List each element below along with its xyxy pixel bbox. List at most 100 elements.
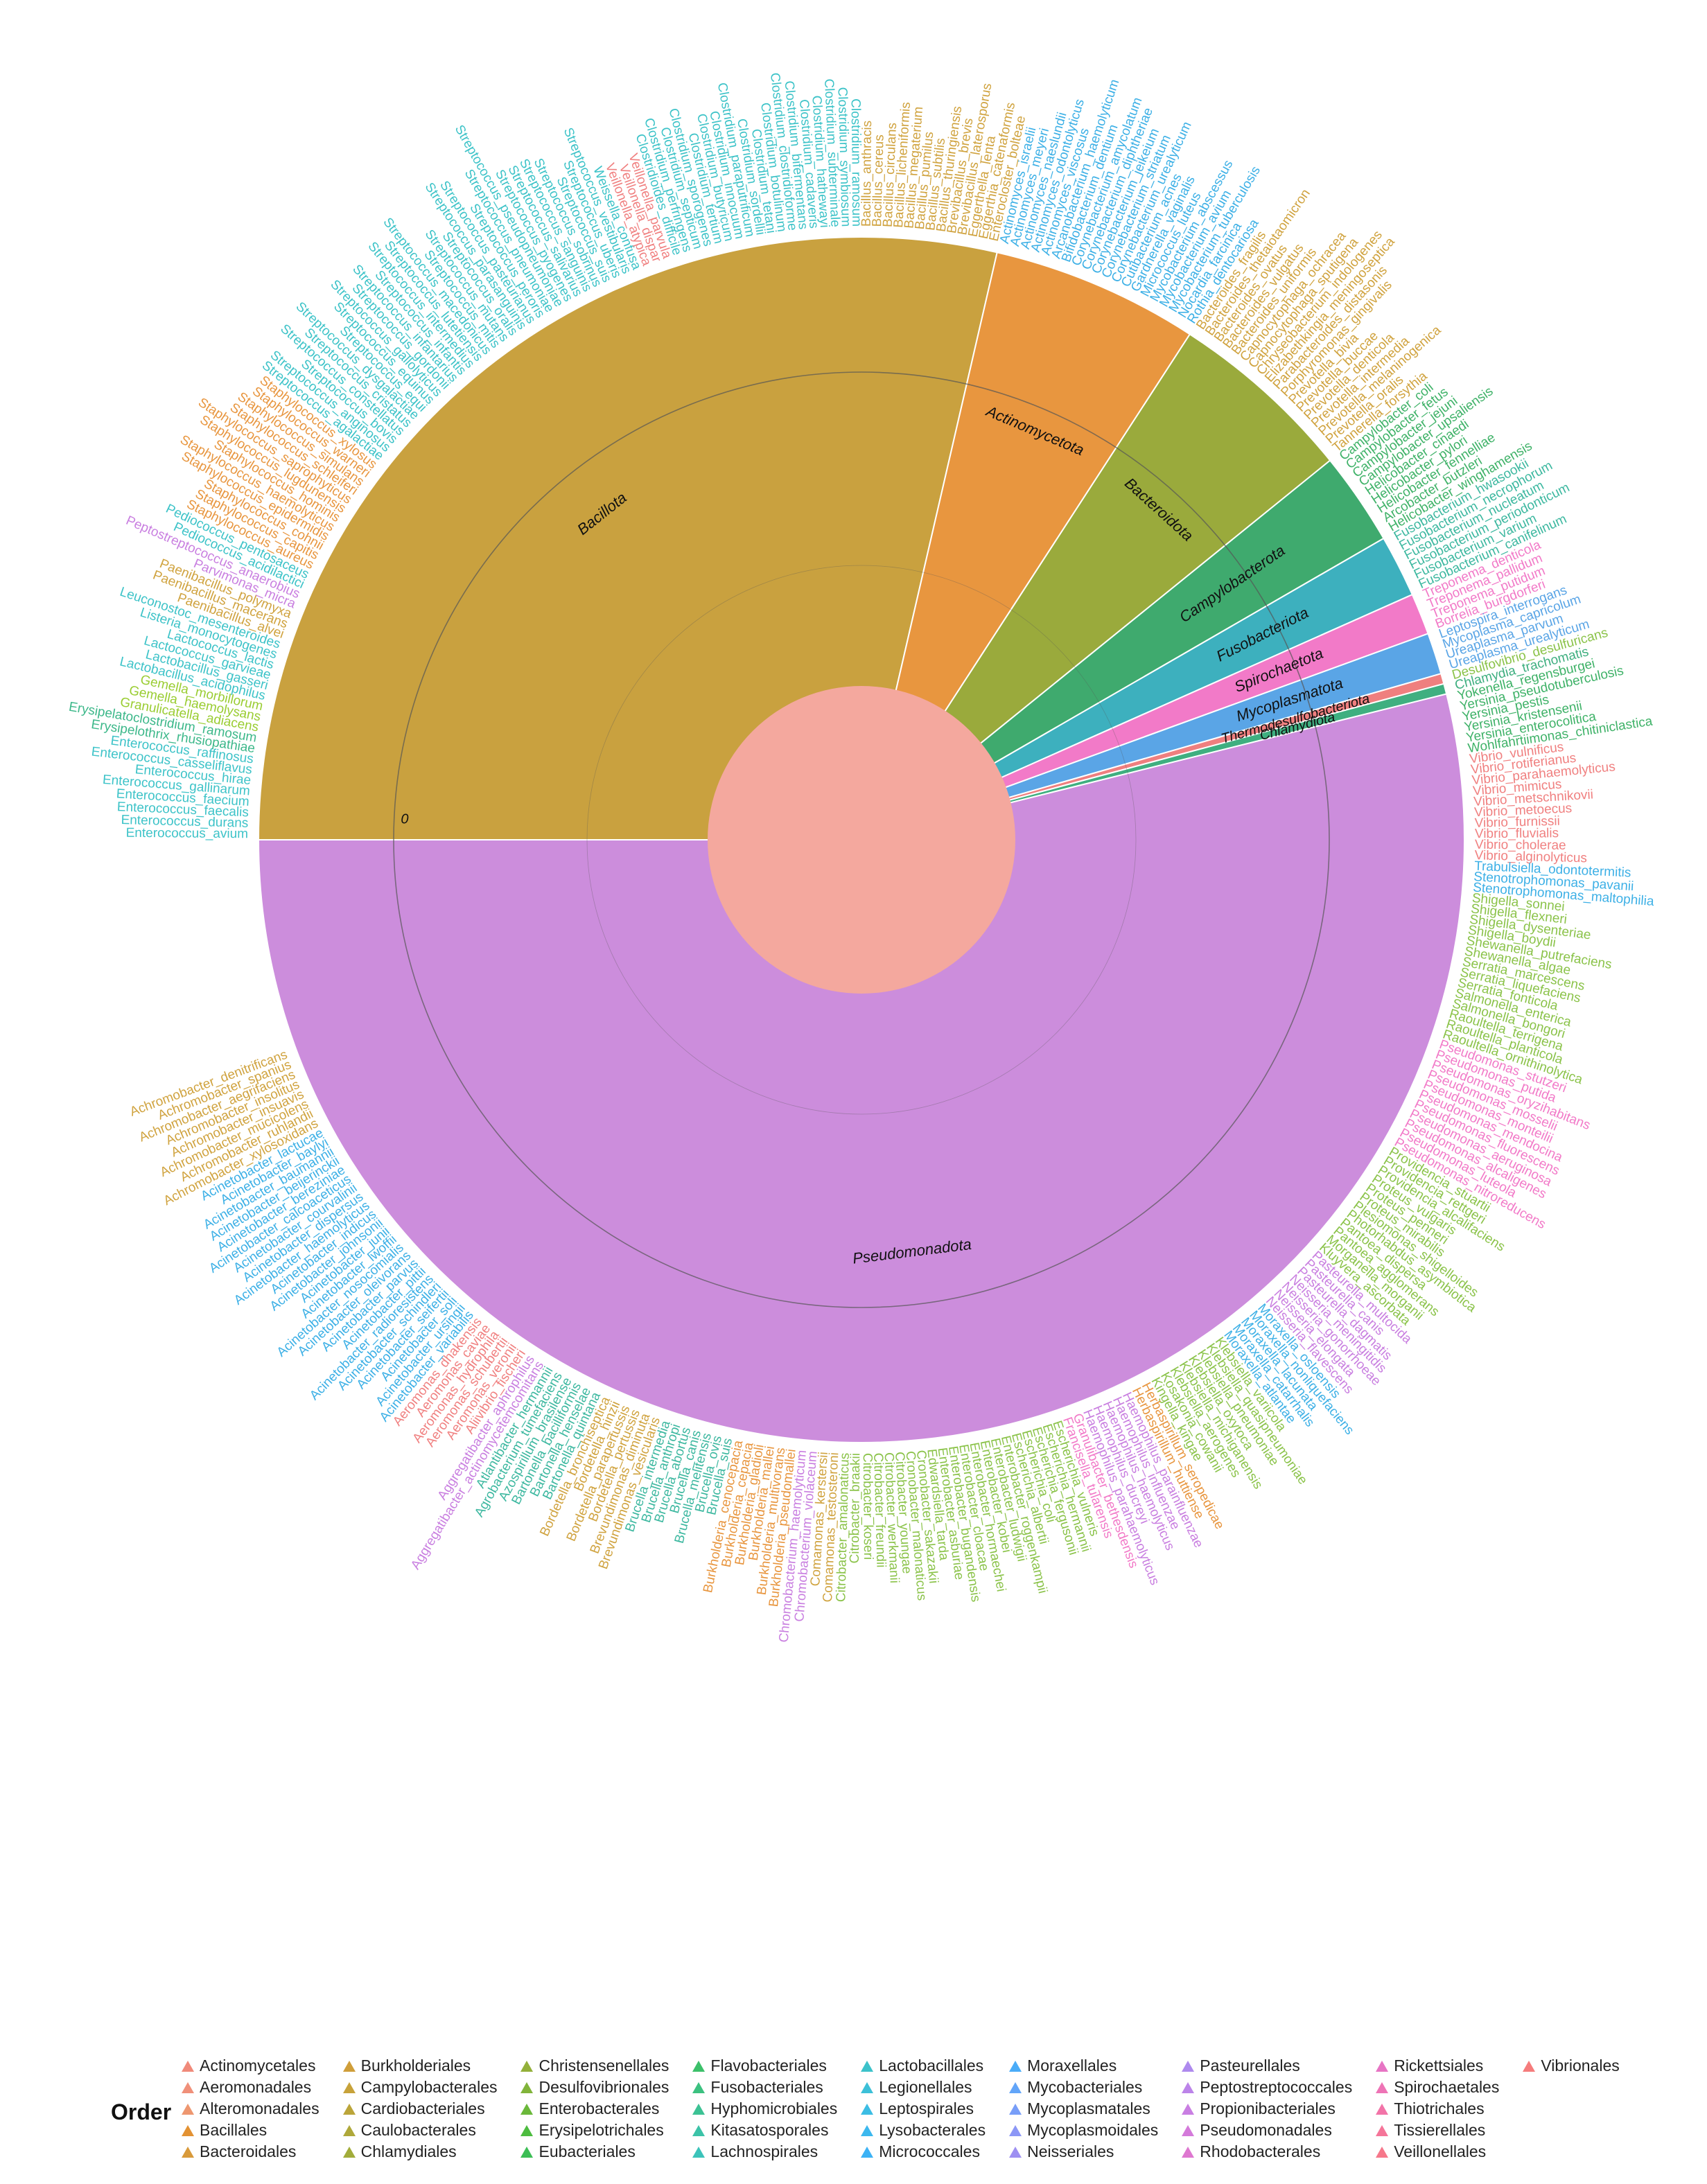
legend-item-label: Micrococcales	[879, 2142, 980, 2160]
legend-item-label: Lactobacillales	[879, 2057, 984, 2075]
guide-ring	[586, 565, 1137, 1115]
legend-item-label: Rhodobacterales	[1200, 2142, 1321, 2160]
tip-label: Bacillus_anthracis	[859, 121, 875, 227]
legend-item: Kitasatosporales	[692, 2120, 837, 2141]
legend-item: Desulfovibrionales	[520, 2077, 669, 2098]
legend-item-label: Fusobacteriales	[710, 2078, 823, 2096]
tip-label: Vibrio_furnissii	[1474, 814, 1560, 831]
legend-item: Chlamydiales	[342, 2141, 498, 2163]
triangle-icon	[1182, 2146, 1195, 2158]
legend-item: Micrococcales	[861, 2141, 986, 2163]
triangle-icon	[692, 2146, 706, 2158]
legend-item: Mycobacteriales	[1009, 2077, 1158, 2098]
triangle-icon	[1182, 2081, 1195, 2093]
legend-item-label: Chlamydiales	[360, 2142, 457, 2160]
legend-item-label: Burkholderiales	[360, 2057, 471, 2075]
legend-item: Campylobacterales	[342, 2077, 497, 2098]
legend-item-label: Spirochaetales	[1394, 2078, 1500, 2096]
legend-item-label: Christensenellales	[539, 2057, 669, 2075]
legend-item: Burkholderiales	[342, 2055, 498, 2077]
legend-item-label: Legionellales	[879, 2078, 972, 2096]
tip-label: Clostridium_ramosum	[848, 98, 864, 227]
legend-item-label: Lysobacterales	[879, 2121, 986, 2139]
legend-item: Cardiobacteriales	[342, 2098, 498, 2120]
legend-item: Leptospirales	[861, 2098, 986, 2120]
triangle-icon	[861, 2081, 874, 2093]
triangle-icon	[182, 2103, 194, 2115]
guide-ring	[393, 371, 1330, 1308]
tip-label: Vibrio_alginolyticus	[1474, 848, 1587, 865]
triangle-icon	[1376, 2146, 1389, 2158]
tip-label: Bacillus_cereus	[870, 134, 886, 227]
triangle-icon	[861, 2060, 874, 2072]
legend-item: Bacillales	[182, 2120, 319, 2141]
legend-item-label: Pasteurellales	[1200, 2057, 1300, 2075]
legend-item-label: Hyphomicrobiales	[710, 2099, 838, 2117]
legend-item-label: Caulobacterales	[360, 2121, 476, 2139]
triangle-icon	[1376, 2060, 1389, 2072]
legend-item: Peptostreptococcales	[1182, 2077, 1352, 2098]
legend-item: Hyphomicrobiales	[692, 2098, 837, 2120]
triangle-icon	[692, 2081, 706, 2093]
triangle-icon	[861, 2103, 874, 2115]
phylogenetic-tree: BacillotaActinomycetotaBacteroidotaCampy…	[68, 72, 1655, 1644]
sector-actinomycetota	[861, 252, 1191, 840]
triangle-icon	[861, 2124, 874, 2136]
triangle-icon	[182, 2060, 194, 2072]
legend-item: Neisseriales	[1009, 2141, 1158, 2163]
legend-item-label: Eubacteriales	[539, 2142, 636, 2160]
legend-item: Fusobacteriales	[692, 2077, 837, 2098]
root-disc	[708, 686, 1015, 994]
legend-item: Lachnospirales	[692, 2141, 837, 2163]
triangle-icon	[342, 2060, 356, 2072]
tip-label: Vibrio_fluvialis	[1475, 826, 1559, 841]
legend-item-label: Mycobacteriales	[1027, 2078, 1143, 2096]
triangle-icon	[1009, 2146, 1022, 2158]
legend-item: Actinomycetales	[182, 2055, 319, 2077]
triangle-icon	[692, 2124, 706, 2136]
triangle-icon	[182, 2146, 194, 2158]
legend-item: Erysipelotrichales	[520, 2120, 669, 2141]
legend-item: Enterobacterales	[520, 2098, 669, 2120]
triangle-icon	[1009, 2081, 1022, 2093]
legend-item: Moraxellales	[1009, 2055, 1158, 2077]
legend-item: Eubacteriales	[520, 2141, 669, 2163]
legend-item: Mycoplasmoidales	[1009, 2120, 1158, 2141]
legend-item: Bacteroidales	[182, 2141, 319, 2163]
legend-item-label: Mycoplasmoidales	[1027, 2121, 1159, 2139]
legend-item-label: Cardiobacteriales	[360, 2099, 485, 2117]
legend-item-label: Lachnospirales	[710, 2142, 819, 2160]
sector-bacteroidota	[861, 333, 1331, 840]
triangle-icon	[520, 2146, 534, 2158]
tip-labels: Enterococcus_aviumEnterococcus_duransEnt…	[68, 72, 1655, 1644]
triangle-icon	[520, 2103, 534, 2115]
triangle-icon	[1009, 2060, 1022, 2072]
triangle-icon	[1376, 2124, 1389, 2136]
legend-item-label: Kitasatosporales	[710, 2121, 829, 2139]
legend-item-label: Bacteroidales	[200, 2142, 297, 2160]
legend-title: Order	[111, 2099, 172, 2124]
triangle-icon	[1376, 2081, 1389, 2093]
legend-grid: Actinomycetales Aeromonadales Alteromonada…	[182, 2055, 1620, 2163]
legend-item-label: Veillonellales	[1394, 2142, 1487, 2160]
legend-item-label: Desulfovibrionales	[539, 2078, 669, 2096]
legend-item: Thiotrichales	[1376, 2098, 1499, 2120]
legend: Order Actinomycetales Aeromonadales Altero…	[0, 2044, 1707, 2176]
legend-item: Propionibacteriales	[1182, 2098, 1352, 2120]
legend-item: Tissierellales	[1376, 2120, 1499, 2141]
sector-pseudomonadota	[257, 693, 1465, 1443]
triangle-icon	[342, 2081, 356, 2093]
legend-item-label: Vibrionales	[1541, 2057, 1620, 2075]
legend-item: Mycoplasmatales	[1009, 2098, 1158, 2120]
legend-item-label: Moraxellales	[1027, 2057, 1117, 2075]
root-label: 0	[401, 811, 408, 827]
triangle-icon	[520, 2081, 534, 2093]
triangle-icon	[342, 2103, 356, 2115]
triangle-icon	[1523, 2060, 1536, 2072]
legend-item: Rickettsiales	[1376, 2055, 1499, 2077]
legend-item-label: Propionibacteriales	[1200, 2099, 1336, 2117]
legend-item: Spirochaetales	[1376, 2077, 1499, 2098]
legend-item: Christensenellales	[520, 2055, 669, 2077]
triangle-icon	[1376, 2103, 1389, 2115]
legend-item-label: Mycoplasmatales	[1027, 2099, 1150, 2117]
